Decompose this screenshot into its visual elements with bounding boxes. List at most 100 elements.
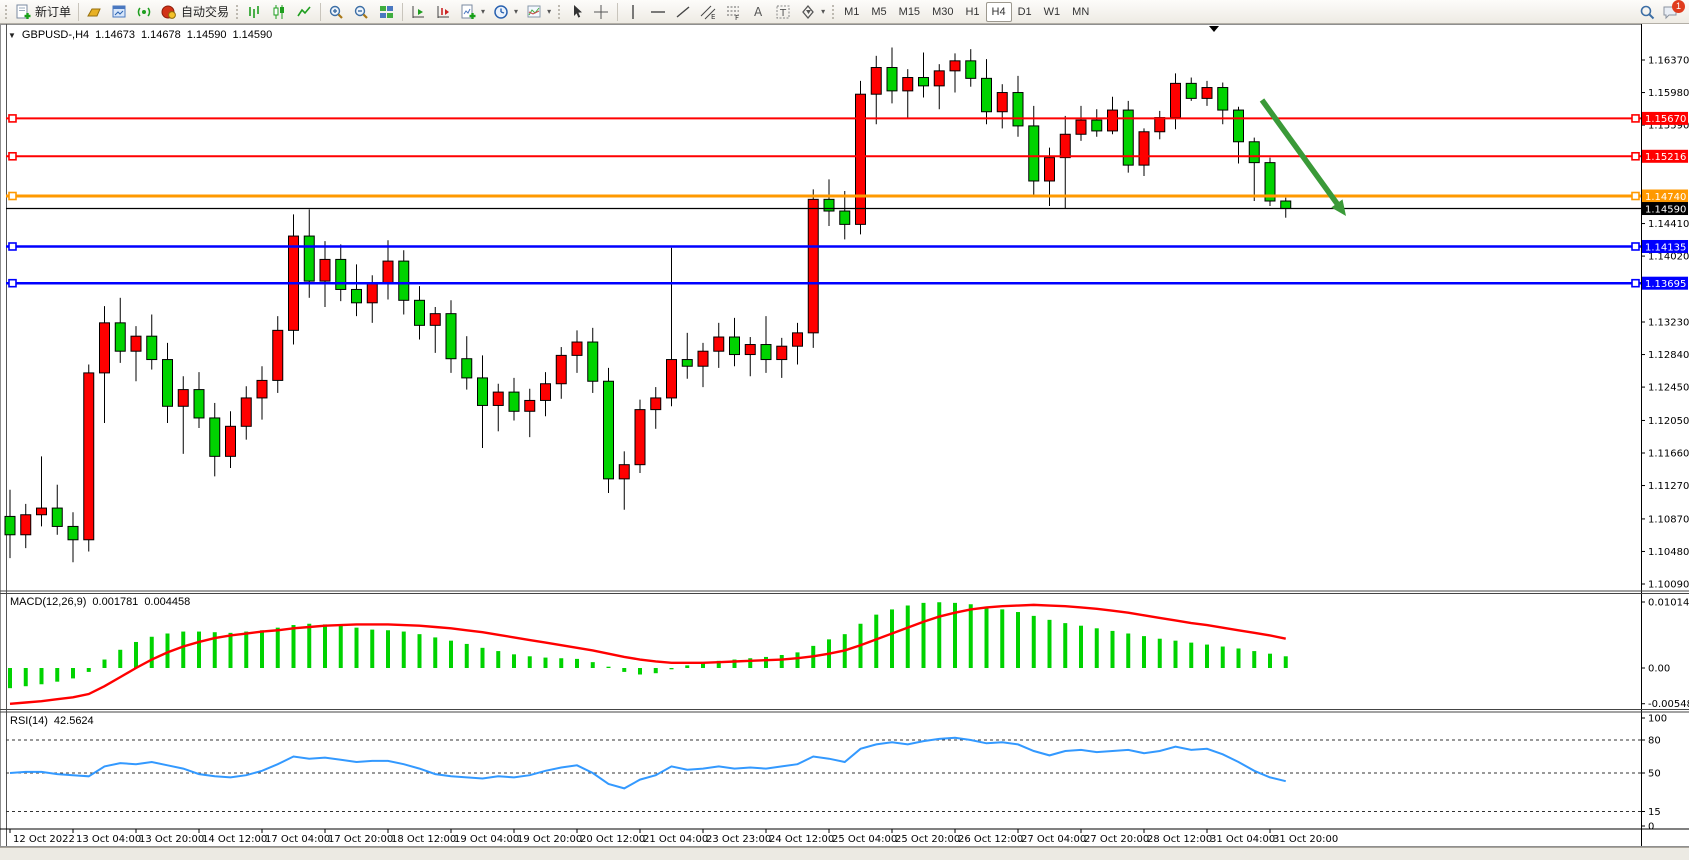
- rsi-axis-label: 80: [1648, 736, 1661, 747]
- vertical-line-icon: [625, 4, 642, 20]
- price-tick-label: 1.13230: [1648, 318, 1689, 329]
- hline-1.14740-handle[interactable]: [1631, 191, 1640, 201]
- chart-profile-button[interactable]: ▾: [522, 2, 555, 22]
- zoom-out-button[interactable]: [349, 2, 374, 22]
- market-watch-icon: [111, 4, 128, 20]
- trendline-icon: [675, 4, 692, 20]
- horizontal-line-icon: [650, 4, 667, 20]
- toolbar-grip[interactable]: [831, 3, 837, 20]
- candle-chart-button[interactable]: [267, 2, 292, 22]
- hline-1.14135-handle[interactable]: [1631, 242, 1640, 251]
- trendline-tool-button[interactable]: [671, 2, 696, 22]
- timeframe-M30[interactable]: M30: [932, 5, 954, 18]
- chart-canvas[interactable]: 1.16370 1.15980 1.15590 1.14410 1.14020 1.132…: [0, 24, 1689, 847]
- cursor-tool-button[interactable]: [564, 2, 589, 22]
- candle-bullish: [650, 397, 662, 411]
- new-chart-button[interactable]: ▾: [456, 2, 489, 22]
- candle-bullish: [540, 383, 551, 401]
- timeframe-D1[interactable]: D1: [1017, 5, 1032, 18]
- candle-bullish: [240, 397, 252, 427]
- current-price-price-badge: [1642, 202, 1688, 216]
- shapes-tool-button[interactable]: ▾: [796, 2, 829, 22]
- hline-1.14135-price-badge-label: 1.14135: [1645, 242, 1686, 253]
- hline-1.14740-handle[interactable]: [8, 191, 17, 201]
- chart-shift-button[interactable]: [431, 2, 456, 22]
- timeframe-H4[interactable]: H4: [985, 1, 1012, 22]
- candle-bullish: [429, 313, 441, 326]
- current-price-price-badge-label: 1.14590: [1645, 204, 1686, 215]
- auto-scroll-button[interactable]: [406, 2, 431, 22]
- auto-scroll-icon: [410, 4, 427, 20]
- text-label-tool-button[interactable]: T: [771, 2, 796, 22]
- period-clock-button[interactable]: ▾: [489, 2, 522, 22]
- candle-bearish: [193, 389, 205, 419]
- signal-button[interactable]: [132, 2, 157, 22]
- timeframe-M1[interactable]: M1: [844, 5, 860, 18]
- horizontal-line-tool-button[interactable]: [646, 2, 671, 22]
- tile-windows-button[interactable]: [374, 2, 399, 22]
- rsi-value: 42.5624: [53, 715, 94, 727]
- hline-1.15216-handle[interactable]: [8, 151, 17, 161]
- zoom-in-button[interactable]: [324, 2, 349, 22]
- new-order-label: 新订单: [35, 5, 72, 19]
- notification-badge: 1: [1672, 0, 1685, 13]
- hline-1.15670-handle[interactable]: [8, 114, 17, 123]
- toolbar-grip[interactable]: [235, 3, 241, 20]
- chart-shift-icon: [435, 4, 452, 20]
- notifications-button[interactable]: 1: [1662, 0, 1685, 20]
- new-order-button[interactable]: 新订单: [11, 2, 75, 22]
- svg-text:F: F: [735, 14, 739, 20]
- toolbar-grip[interactable]: [557, 3, 563, 20]
- gold-button[interactable]: [82, 2, 107, 22]
- channel-tool-button[interactable]: E: [696, 2, 721, 22]
- main-toolbar: 新订单 自动交易: [0, 0, 1689, 24]
- vertical-line-tool-button[interactable]: [621, 2, 646, 22]
- time-tick-label: 28 Oct 12:00: [1147, 834, 1212, 845]
- hline-1.13695-handle[interactable]: [8, 278, 17, 288]
- toolbar-grip[interactable]: [4, 3, 9, 20]
- hline-1.15670-handle[interactable]: [1631, 114, 1640, 123]
- timeframe-MN[interactable]: MN: [1072, 5, 1090, 18]
- bar-chart-button[interactable]: [242, 2, 267, 22]
- candle-bearish: [414, 299, 425, 326]
- candle-bullish: [634, 409, 646, 466]
- rsi-axis-label: 100: [1648, 714, 1667, 725]
- timeframe-W1[interactable]: W1: [1043, 5, 1061, 18]
- price-tick-label: 1.16370: [1648, 56, 1689, 67]
- hline-1.14135-price-badge: [1642, 239, 1688, 253]
- time-tick-label: 13 Oct 20:00: [139, 834, 204, 845]
- text-tool-button[interactable]: A: [746, 2, 771, 22]
- hline-1.13695-handle[interactable]: [1631, 278, 1640, 288]
- timeframe-M5[interactable]: M5: [871, 5, 887, 18]
- window-bottom-strip: [0, 847, 1689, 860]
- price-tick-label: 1.10870: [1648, 514, 1689, 525]
- autotrading-button[interactable]: 自动交易: [157, 2, 233, 22]
- market-watch-button[interactable]: [107, 2, 132, 22]
- dropdown-caret-icon: ▾: [514, 7, 519, 16]
- hline-1.15216-handle[interactable]: [1631, 151, 1640, 161]
- candle-bullish: [933, 70, 945, 87]
- candle-bullish: [382, 260, 394, 285]
- hline-1.14135-handle[interactable]: [8, 242, 17, 251]
- candle-bullish: [20, 514, 32, 536]
- svg-text:T: T: [779, 8, 787, 19]
- hline-1.13695-price-badge-label: 1.13695: [1645, 279, 1686, 290]
- symbol-header-collapse-icon[interactable]: ▼: [8, 30, 16, 40]
- time-tick-label: 17 Oct 04:00: [265, 834, 330, 845]
- search-icon[interactable]: [1639, 4, 1656, 20]
- candle-bearish: [4, 515, 16, 536]
- candle-bearish: [603, 380, 614, 480]
- timeframe-M15[interactable]: M15: [898, 5, 921, 18]
- line-chart-button[interactable]: [292, 2, 317, 22]
- symbol-header: ▼ GBPUSD-,H4 1.14673 1.14678 1.14590 1.1…: [8, 29, 272, 41]
- trend-arrow-head[interactable]: [1331, 199, 1346, 216]
- candle-bullish: [1044, 157, 1055, 182]
- trend-arrow[interactable]: [1259, 98, 1343, 210]
- candle-bearish: [1248, 141, 1260, 164]
- crosshair-tool-button[interactable]: [589, 2, 614, 22]
- fibonacci-tool-button[interactable]: F: [721, 2, 746, 22]
- timeframe-H1[interactable]: H1: [965, 5, 980, 18]
- chart-shift-marker[interactable]: [1209, 26, 1219, 32]
- chart-window[interactable]: 1.16370 1.15980 1.15590 1.14410 1.14020 1.132…: [0, 24, 1689, 847]
- candle-bullish: [555, 354, 567, 385]
